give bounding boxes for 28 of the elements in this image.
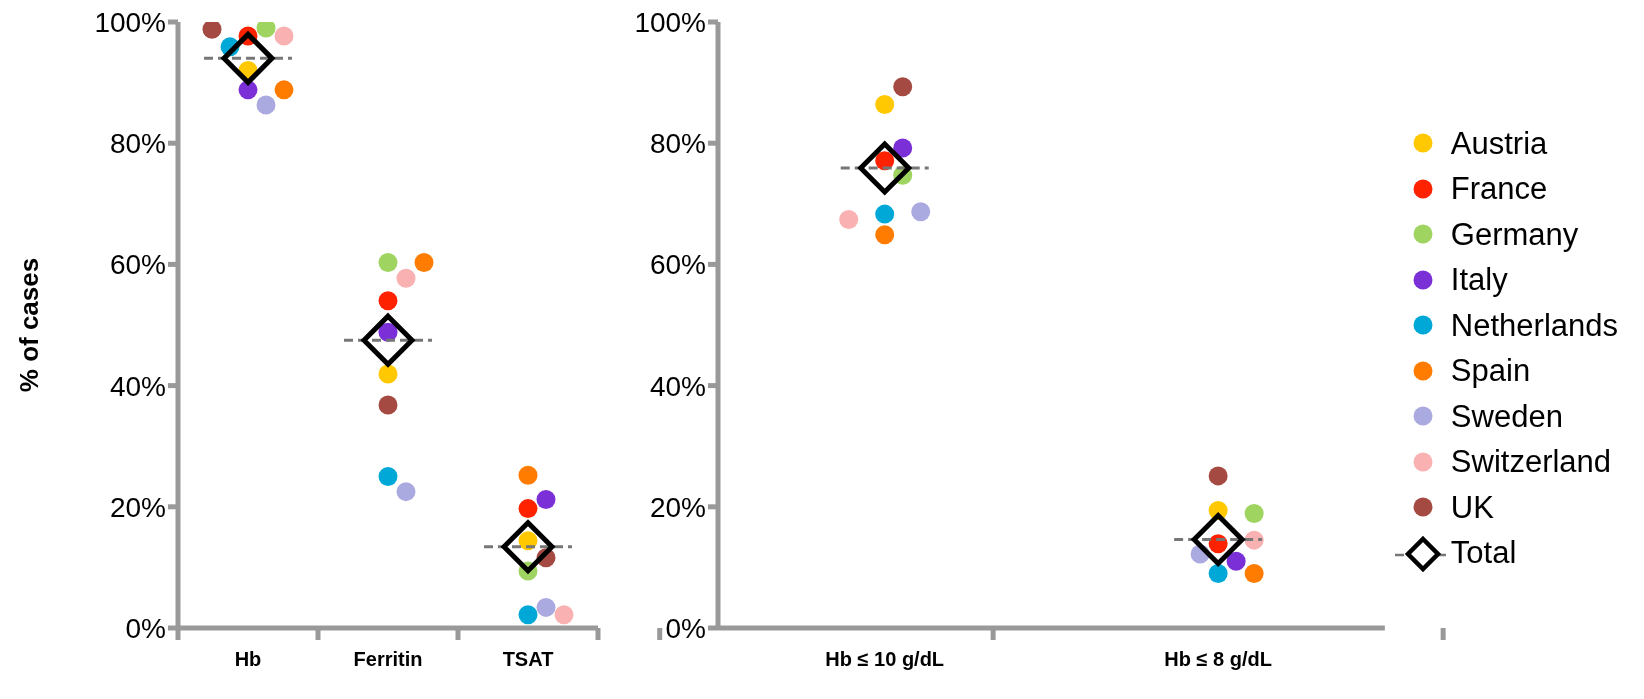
y-tick-label: 20% bbox=[649, 491, 706, 523]
y-tick-label: 80% bbox=[649, 128, 706, 160]
legend-label: Italy bbox=[1450, 261, 1508, 299]
legend-label: Total bbox=[1450, 534, 1517, 572]
x-tick-label: Hb ≤ 10 g/dL bbox=[825, 648, 945, 670]
x-tick-label: Ferritin bbox=[353, 648, 423, 670]
y-tick-label: 0% bbox=[125, 612, 166, 644]
x-tick-label: Hb ≤ 8 g/dL bbox=[1164, 648, 1272, 670]
legend-label: Netherlands bbox=[1450, 306, 1618, 345]
legend-label: Austria bbox=[1450, 124, 1548, 163]
x-tick-label: Hb bbox=[234, 648, 262, 670]
legend-label: Sweden bbox=[1450, 397, 1563, 436]
legend-label: Switzerland bbox=[1450, 443, 1612, 481]
x-tick-label: TSAT bbox=[502, 648, 554, 670]
y-tick-label: 40% bbox=[649, 370, 706, 402]
y-tick-label: 40% bbox=[109, 370, 166, 402]
legend-label: Germany bbox=[1450, 215, 1579, 254]
legend-label: UK bbox=[1450, 488, 1494, 527]
y-tick-label: 100% bbox=[634, 6, 706, 38]
y-tick-label: 100% bbox=[94, 6, 166, 38]
y-tick-label: 0% bbox=[665, 612, 706, 644]
y-axis-title: % of cases bbox=[14, 257, 44, 393]
y-tick-label: 20% bbox=[109, 491, 166, 523]
legend-label: Spain bbox=[1450, 352, 1531, 390]
y-tick-label: 80% bbox=[109, 128, 166, 160]
y-tick-label: 60% bbox=[649, 249, 706, 281]
y-tick-label: 60% bbox=[109, 249, 166, 281]
legend-label: France bbox=[1450, 170, 1548, 208]
